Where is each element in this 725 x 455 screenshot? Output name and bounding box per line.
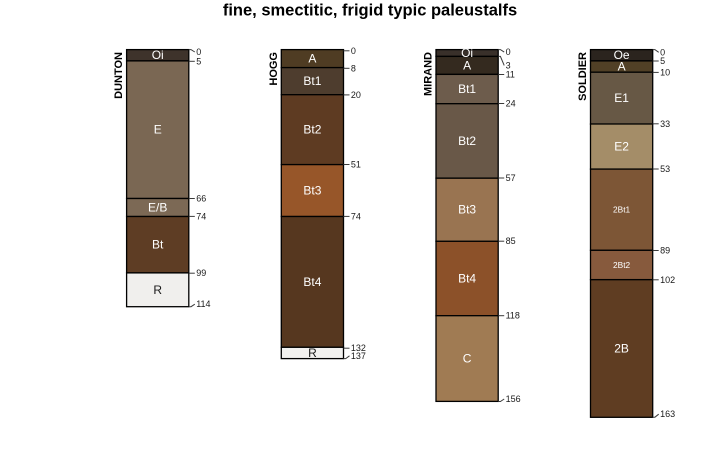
svg-text:5: 5 xyxy=(196,56,201,66)
svg-text:SOLDIER: SOLDIER xyxy=(577,52,589,101)
svg-text:118: 118 xyxy=(506,311,520,321)
svg-text:Bt4: Bt4 xyxy=(303,275,321,289)
svg-text:57: 57 xyxy=(506,173,516,183)
svg-text:10: 10 xyxy=(660,67,670,77)
svg-text:C: C xyxy=(463,352,472,366)
svg-text:114: 114 xyxy=(196,299,210,309)
svg-text:0: 0 xyxy=(506,47,511,57)
svg-text:74: 74 xyxy=(196,211,206,221)
svg-text:8: 8 xyxy=(351,63,356,73)
svg-text:74: 74 xyxy=(351,211,361,221)
svg-text:HOGG: HOGG xyxy=(268,52,280,86)
svg-text:E2: E2 xyxy=(614,140,629,154)
svg-text:Bt: Bt xyxy=(152,238,164,252)
svg-text:Oi: Oi xyxy=(152,48,164,62)
svg-text:DUNTON: DUNTON xyxy=(113,52,125,99)
svg-text:99: 99 xyxy=(196,268,206,278)
svg-text:53: 53 xyxy=(660,164,670,174)
svg-text:E1: E1 xyxy=(614,91,629,105)
svg-text:MIRAND: MIRAND xyxy=(423,52,435,96)
svg-text:E/B: E/B xyxy=(148,201,167,215)
svg-text:R: R xyxy=(153,283,162,297)
svg-text:3: 3 xyxy=(506,60,511,70)
svg-text:A: A xyxy=(618,60,626,74)
svg-text:89: 89 xyxy=(660,246,670,256)
svg-text:163: 163 xyxy=(660,409,675,419)
svg-text:A: A xyxy=(308,52,316,66)
svg-text:Bt3: Bt3 xyxy=(303,184,321,198)
svg-text:2Bt2: 2Bt2 xyxy=(613,260,630,270)
svg-text:Bt2: Bt2 xyxy=(458,134,476,148)
svg-text:66: 66 xyxy=(196,194,206,204)
svg-text:20: 20 xyxy=(351,90,361,100)
svg-text:Bt3: Bt3 xyxy=(458,203,476,217)
svg-text:2Bt1: 2Bt1 xyxy=(613,205,630,215)
svg-text:A: A xyxy=(463,58,471,72)
svg-text:Oe: Oe xyxy=(614,48,630,62)
svg-text:102: 102 xyxy=(660,275,675,285)
svg-text:0: 0 xyxy=(351,46,356,56)
svg-text:156: 156 xyxy=(506,394,521,404)
svg-text:132: 132 xyxy=(351,343,366,353)
svg-text:85: 85 xyxy=(506,236,516,246)
svg-text:51: 51 xyxy=(351,160,361,170)
svg-text:5: 5 xyxy=(660,56,665,66)
svg-text:Bt1: Bt1 xyxy=(458,82,476,96)
svg-text:137: 137 xyxy=(351,351,366,361)
svg-text:Oi: Oi xyxy=(461,46,473,60)
svg-text:0: 0 xyxy=(660,47,665,57)
svg-text:24: 24 xyxy=(506,99,516,109)
svg-text:Bt4: Bt4 xyxy=(458,272,476,286)
svg-text:0: 0 xyxy=(196,47,201,57)
svg-text:11: 11 xyxy=(506,70,515,80)
svg-text:Bt2: Bt2 xyxy=(303,123,321,137)
svg-text:fine, smectitic, frigid typic: fine, smectitic, frigid typic paleustalf… xyxy=(223,1,517,19)
svg-text:R: R xyxy=(308,346,317,360)
svg-text:E: E xyxy=(154,123,162,137)
svg-text:2B: 2B xyxy=(614,342,629,356)
svg-text:Bt1: Bt1 xyxy=(303,74,321,88)
svg-text:33: 33 xyxy=(660,119,670,129)
